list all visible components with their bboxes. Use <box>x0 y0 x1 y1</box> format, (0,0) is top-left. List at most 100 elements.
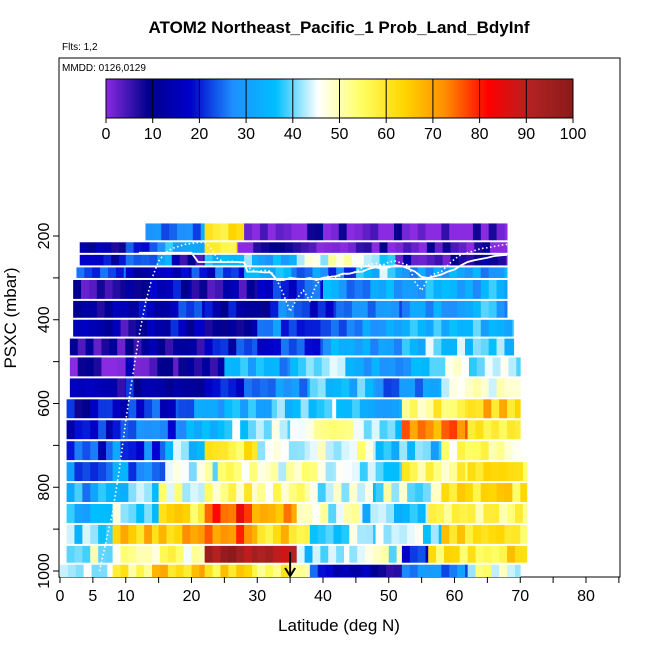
heatmap-cell <box>417 545 426 563</box>
heatmap-cell <box>391 524 400 544</box>
heatmap-cell <box>98 524 107 544</box>
heatmap-cell <box>133 279 142 299</box>
heatmap-cell <box>321 357 330 377</box>
heatmap-cell <box>467 399 476 419</box>
heatmap-cell <box>257 279 266 299</box>
heatmap-cell <box>159 462 166 482</box>
heatmap-cell <box>270 300 279 318</box>
heatmap-cell <box>286 462 295 482</box>
heatmap-cell <box>259 300 269 318</box>
heatmap-cell <box>507 564 516 577</box>
heatmap-cell <box>249 462 258 482</box>
heatmap-cell <box>409 319 419 337</box>
heatmap-cell <box>449 483 458 502</box>
heatmap-cell <box>136 399 145 419</box>
heatmap-cell <box>363 254 373 266</box>
heatmap-cell <box>111 254 120 266</box>
heatmap-cell <box>409 223 419 241</box>
heatmap-cell <box>292 399 302 419</box>
heatmap-cell <box>244 267 253 278</box>
heatmap-cell <box>275 267 284 278</box>
heatmap-cell <box>328 545 337 563</box>
heatmap-cell <box>504 483 513 502</box>
heatmap-cell <box>512 378 521 398</box>
heatmap-cell <box>467 504 476 523</box>
heatmap-cell <box>514 504 524 523</box>
heatmap-cell <box>199 545 206 563</box>
heatmap-cell <box>316 399 325 419</box>
heatmap-cell <box>244 483 253 502</box>
heatmap-cell <box>425 319 434 337</box>
heatmap-cell <box>112 564 121 577</box>
heatmap-cell <box>320 545 329 563</box>
heatmap-cell <box>152 441 161 461</box>
heatmap-cell <box>66 399 75 419</box>
heatmap-cell <box>273 319 282 337</box>
heatmap-cell <box>441 462 450 482</box>
heatmap-cell <box>237 242 246 253</box>
heatmap-cell <box>194 357 203 377</box>
heatmap-cell <box>157 254 166 266</box>
heatmap-cell <box>204 524 213 544</box>
heatmap-cell <box>490 242 499 253</box>
heatmap-cell <box>117 378 126 398</box>
heatmap-cell <box>93 357 102 377</box>
heatmap-cell <box>149 338 158 356</box>
heatmap-cell <box>290 357 299 377</box>
heatmap-cell <box>449 524 458 544</box>
heatmap-cell <box>244 524 253 544</box>
heatmap-cell <box>257 524 266 544</box>
heatmap-cell <box>499 564 508 577</box>
heatmap-cell <box>298 357 307 377</box>
heatmap-cell <box>217 462 227 482</box>
heatmap-cell <box>180 279 190 299</box>
heatmap-cell <box>220 254 229 266</box>
heatmap-cell <box>441 399 450 419</box>
heatmap-cell <box>504 338 513 356</box>
heatmap-cell <box>391 462 400 482</box>
heatmap-cell <box>291 223 300 241</box>
heatmap-cell <box>428 545 437 563</box>
heatmap-cell <box>357 441 366 461</box>
heatmap-cell <box>441 223 450 241</box>
heatmap-cell <box>401 545 411 563</box>
heatmap-cell <box>417 462 426 482</box>
heatmap-cell <box>244 545 253 563</box>
heatmap-cell <box>379 420 388 440</box>
heatmap-cell <box>273 483 282 502</box>
heatmap-cell <box>522 462 528 482</box>
heatmap-cell <box>236 524 245 544</box>
heatmap-cell <box>223 267 232 278</box>
heatmap-cell <box>152 524 160 544</box>
heatmap-cell <box>180 441 190 461</box>
heatmap-cell <box>117 357 126 377</box>
heatmap-cell <box>202 319 206 337</box>
heatmap-cell <box>212 300 221 318</box>
heatmap-cell <box>267 223 277 241</box>
heatmap-cell <box>224 399 233 419</box>
heatmap-cell <box>228 319 237 337</box>
heatmap-cell <box>220 223 229 241</box>
heatmap-cell <box>220 441 229 461</box>
heatmap-cell <box>66 483 75 502</box>
heatmap-cell <box>180 378 190 398</box>
heatmap-cell <box>475 462 484 482</box>
heatmap-cell <box>100 267 109 278</box>
heatmap-cell <box>273 279 282 299</box>
heatmap-cell <box>236 441 245 461</box>
heatmap-cell <box>365 524 374 544</box>
heatmap-cell <box>457 300 466 318</box>
heatmap-cell <box>409 504 419 523</box>
heatmap-cell <box>244 319 253 337</box>
heatmap-cell <box>141 357 150 377</box>
heatmap-cell <box>496 524 505 544</box>
heatmap-cell <box>292 242 302 253</box>
heatmap-cell <box>425 462 434 482</box>
heatmap-cell <box>308 242 317 253</box>
heatmap-cell <box>275 504 284 523</box>
heatmap-cell <box>409 267 419 278</box>
heatmap-cell <box>81 300 90 318</box>
heatmap-cell <box>115 267 125 278</box>
heatmap-cell <box>253 242 262 253</box>
heatmap-cell <box>79 242 89 253</box>
